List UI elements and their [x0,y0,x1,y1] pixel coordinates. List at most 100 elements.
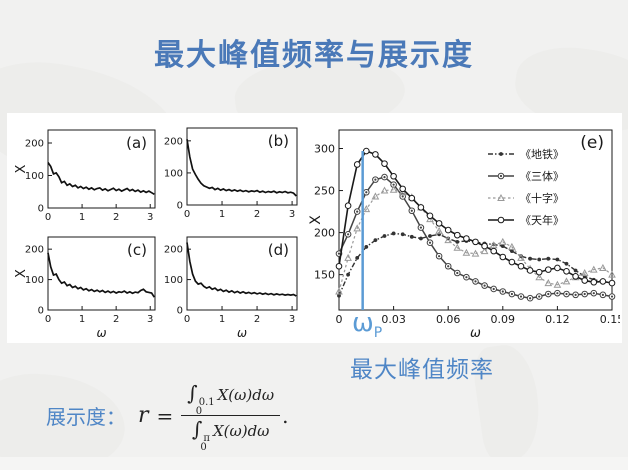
y-axis-label: X [14,269,29,278]
x-tick-label: 1 [79,212,85,223]
integral-upper: 0.1 [198,397,215,408]
corner-label: (c) [127,241,147,259]
plot-e-main: 0 0.03 0.06 0.09 0.12 0.15 150 200 250 300 ω X (e) 《地… [308,122,624,341]
x-tick-label: 3 [289,314,295,325]
y-tick-label: 0 [38,306,44,317]
integral-sign: ∫ [191,417,203,441]
x-axis-label: ω [96,326,106,340]
y-tick-label: 300 [314,142,335,155]
formula-equals: = [156,403,174,428]
formula-math: r = ∫ 0.1 0 X(ω)dω ∫ π 0 X(ω)dω . [138,380,289,453]
x-tick-label: 1 [79,314,85,325]
series-0 [47,252,156,298]
chart-svg-d: 0 1 2 3 0 100 200 ω (d) [164,236,298,340]
chart-svg-a: 0 1 2 3 0 100 200 X (a) [14,129,156,223]
series-3 [335,147,616,287]
y-tick-label: 200 [25,139,44,150]
integral-lower: 0 [195,406,203,417]
integral-lower: 0 [200,442,207,453]
formula-denominator: ∫ π 0 X(ω)dω [186,416,275,453]
x-tick-label: 2 [254,314,260,325]
x-tick-label: 1 [219,314,225,325]
subplot-c: 0 1 2 3 0 100 200 ω X (c) [14,231,161,340]
axes: 0 1 2 3 0 100 200 X [14,129,156,223]
y-tick-label: 200 [164,245,183,256]
series-0 [186,242,297,297]
x-tick-label: 0.03 [381,313,406,326]
axes: 0 1 2 3 0 100 200 ω X [14,236,156,340]
series-0 [186,139,297,197]
x-tick-label: 0 [336,313,343,326]
chart-svg-e: 0 0.03 0.06 0.09 0.12 0.15 150 200 250 300 ω X (e) 《地… [308,129,624,341]
x-tick-label: 1 [219,209,225,220]
omega-p-base: ω [352,308,374,338]
x-tick-label: 0.15 [600,313,620,326]
chart-svg-b: 0 1 2 3 0 100 200 (b) [164,127,298,220]
y-tick-label: 200 [25,245,44,256]
chart-svg-c: 0 1 2 3 0 100 200 ω X (c) [14,236,156,340]
corner-label: (e) [580,133,604,153]
subplot-a: 0 1 2 3 0 100 200 X (a) [14,124,161,224]
corner-label: (d) [268,241,289,259]
y-tick-label: 150 [314,269,335,282]
series-0 [47,162,155,196]
y-tick-label: 100 [25,171,44,182]
x-tick-label: 0.06 [436,313,461,326]
formula-r: r [138,403,149,428]
corner-label: (a) [126,134,147,152]
omega-p-subscript: P [373,325,383,342]
x-tick-label: 3 [147,212,153,223]
integrand: X(ω)dω [217,386,275,404]
legend-label: 《十字》 [520,191,564,205]
display-degree-formula: 展示度： r = ∫ 0.1 0 X(ω)dω ∫ π 0 X(ω)dω . [46,380,289,453]
x-tick-label: 0 [45,212,51,223]
subplot-b: 0 1 2 3 0 100 200 (b) [153,122,303,221]
x-tick-label: 0 [184,209,190,220]
peak-frequency-label: 最大峰值频率 [350,357,494,383]
legend-label: 《三体》 [520,169,564,183]
y-tick-label: 250 [314,184,335,197]
y-axis-label: X [309,215,324,225]
x-tick-label: 3 [147,314,153,325]
series-2 [335,185,616,295]
integral-limits: 0.1 0 [195,397,215,417]
integral-upper: π [203,433,210,444]
x-tick-label: 0 [45,314,51,325]
formula-prefix: 展示度： [46,405,126,429]
y-tick-label: 200 [314,226,335,239]
legend-label: 《天年》 [520,213,564,227]
y-tick-label: 0 [177,201,183,212]
x-tick-label: 2 [113,212,119,223]
formula-period: . [282,403,289,428]
y-tick-label: 200 [164,136,183,147]
x-axis-label: ω [470,326,481,340]
formula-numerator: ∫ 0.1 0 X(ω)dω [181,380,281,417]
y-tick-label: 100 [25,275,44,286]
legend-label: 《地铁》 [520,148,564,161]
formula-fraction: ∫ 0.1 0 X(ω)dω ∫ π 0 X(ω)dω [181,380,281,453]
x-tick-label: 2 [254,209,260,220]
axes: 0 1 2 3 0 100 200 ω [164,236,298,340]
x-tick-label: 2 [113,314,119,325]
y-tick-label: 0 [38,204,44,215]
legend: 《地铁》《三体》《十字》《天年》 [488,148,564,227]
y-tick-label: 0 [177,306,183,317]
y-axis-label: X [14,164,29,173]
omega-p-annotation: ωP [352,308,382,348]
x-axis-label: ω [237,326,247,340]
slide-title: 最大峰值频率与展示度 [154,38,474,73]
y-tick-label: 100 [164,275,183,286]
integrand: X(ω)dω [212,422,270,440]
subplot-d: 0 1 2 3 0 100 200 ω (d) [153,231,303,340]
x-tick-label: 3 [289,209,295,220]
axes: 0 1 2 3 0 100 200 [164,127,298,220]
x-tick-label: 0 [184,314,190,325]
x-tick-label: 0.09 [491,313,516,326]
corner-label: (b) [268,132,289,150]
x-tick-label: 0.12 [545,313,570,326]
y-tick-label: 100 [164,168,183,179]
integral-sign: ∫ [187,381,198,405]
slide-bottom-strip [0,457,628,470]
